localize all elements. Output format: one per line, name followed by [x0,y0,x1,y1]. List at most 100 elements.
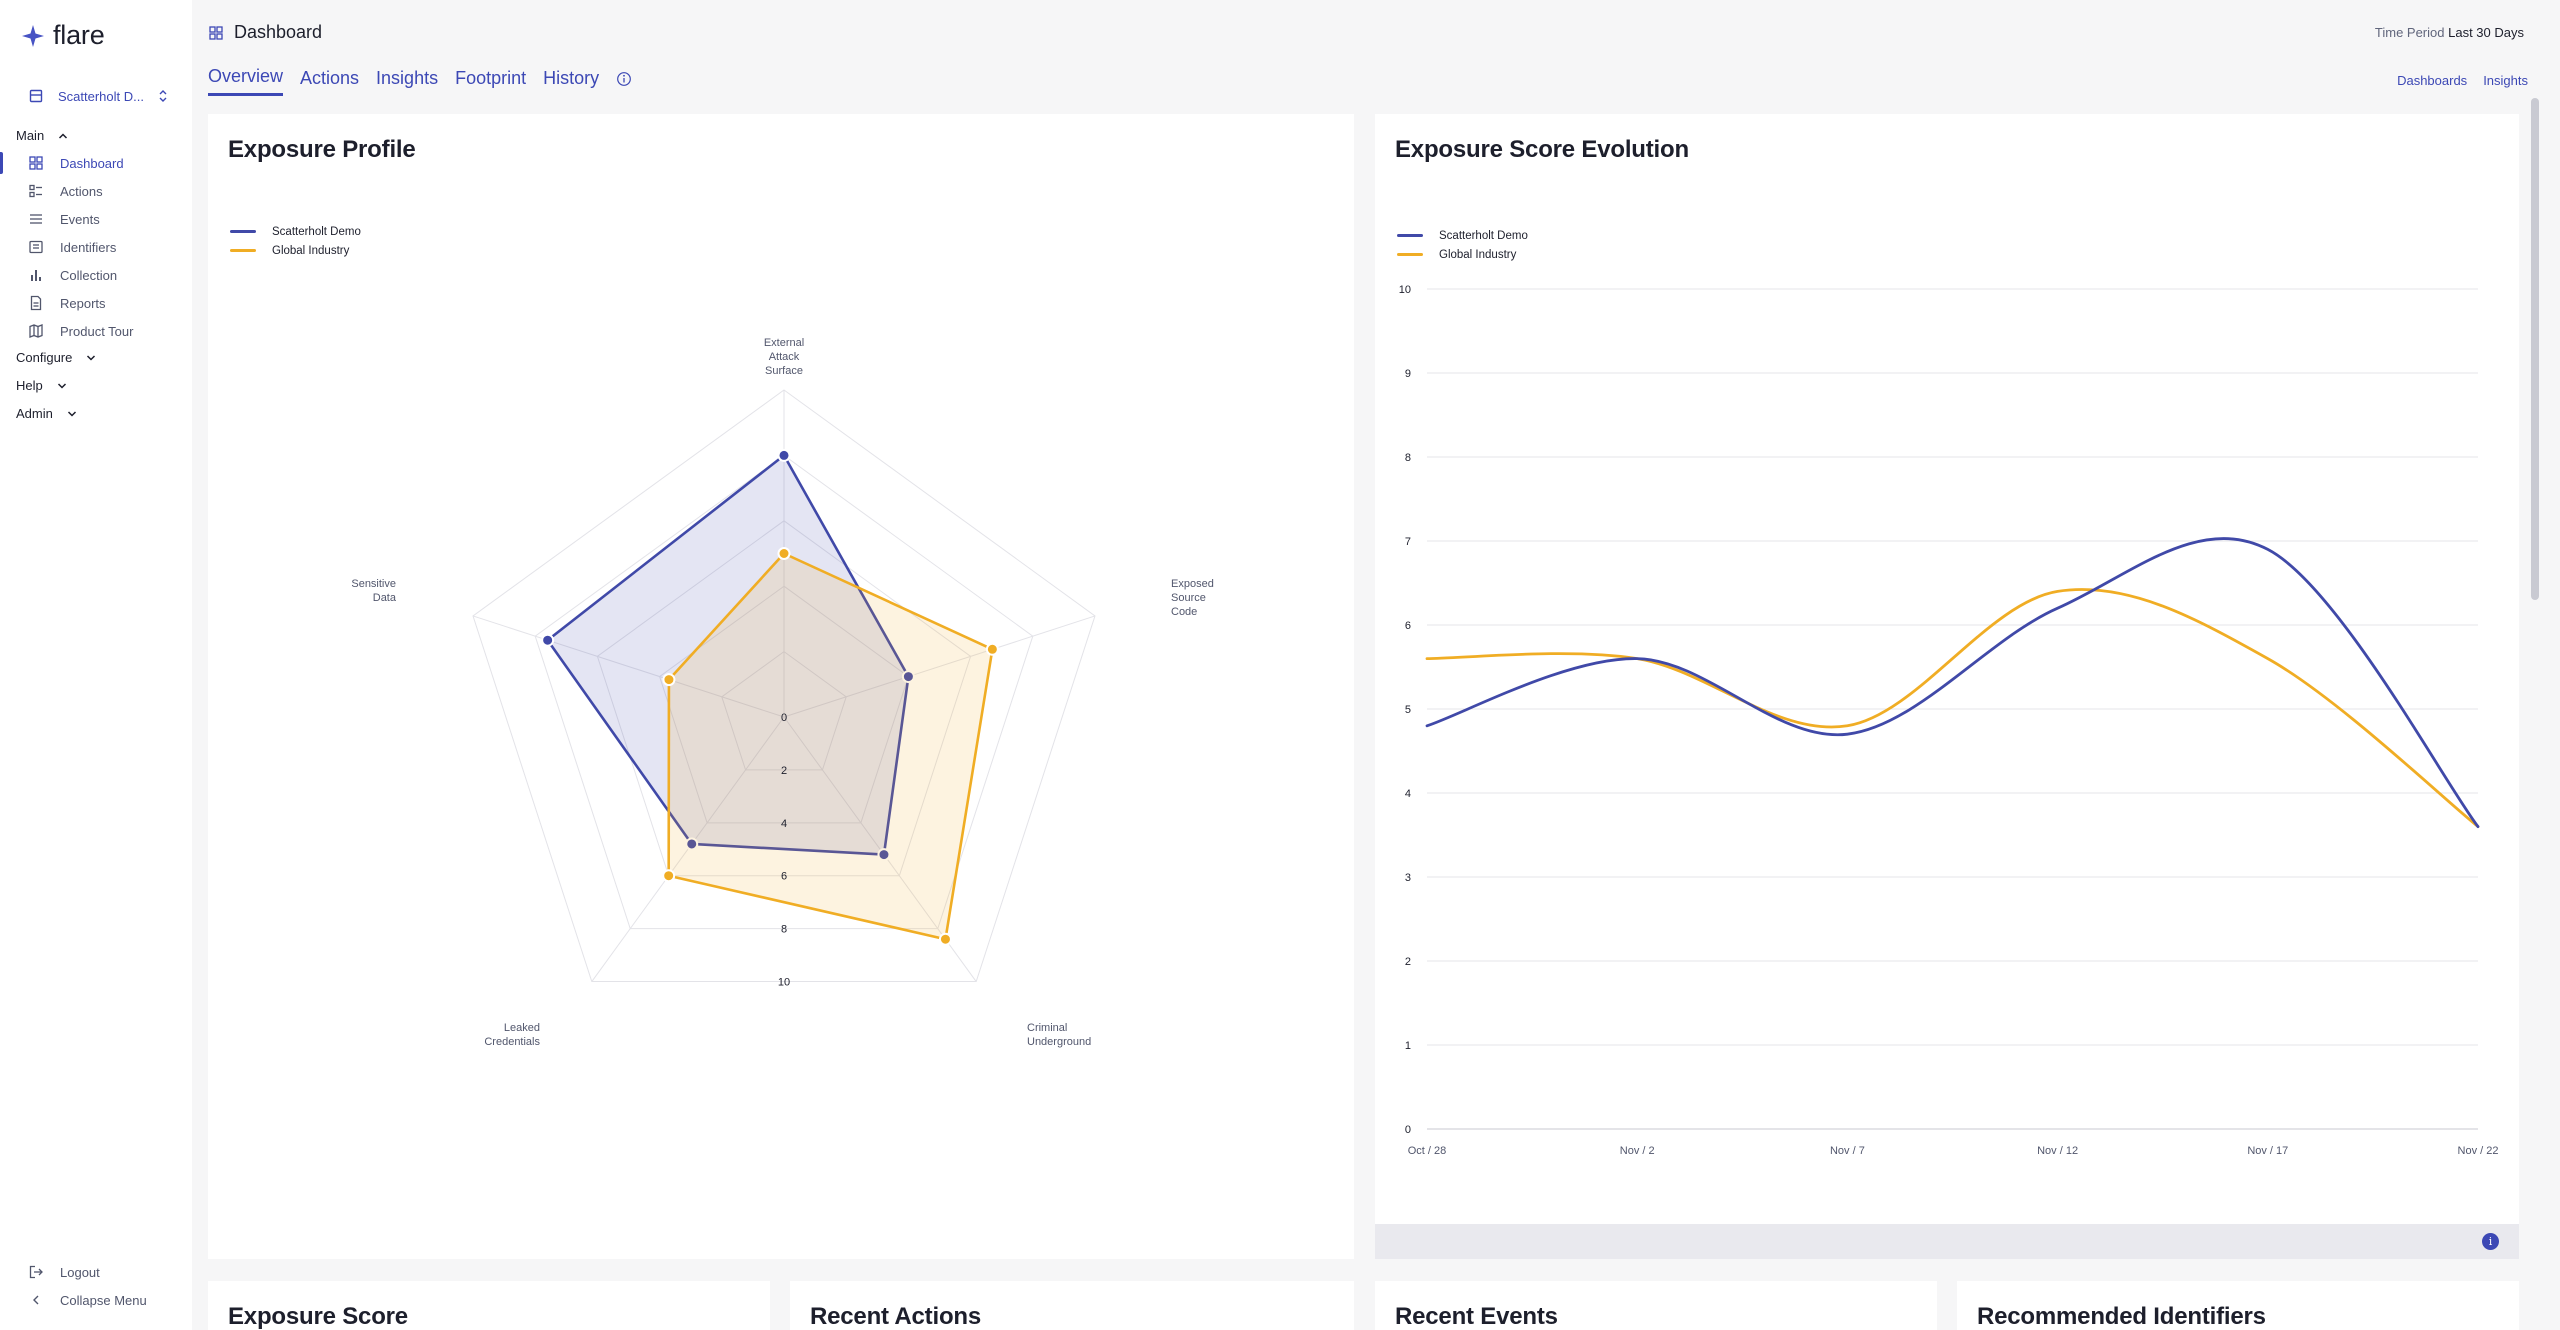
section-configure[interactable]: Configure [16,350,96,365]
sidebar-item-actions[interactable]: Actions [28,181,103,201]
legend-swatch [230,230,256,233]
tab-actions[interactable]: Actions [300,67,360,88]
dashboards-link[interactable]: Dashboards [2397,73,2468,88]
data-point [662,673,676,687]
sidebar-item-events[interactable]: Events [28,209,100,229]
axis-line [472,615,785,718]
chart-legend: Scatterholt Demo Global Industry [1397,226,1528,264]
legend-swatch [230,249,256,252]
sidebar-item-dashboard[interactable]: Dashboard [28,153,124,173]
y-tick-label: 6 [1405,620,1411,632]
grid-ring [472,389,1096,983]
data-point [901,670,915,684]
org-switcher[interactable]: Scatterholt D... [28,88,168,104]
grid-icon [29,156,43,170]
card-title: Exposure Score [228,1303,408,1330]
tab-footprint[interactable]: Footprint [455,67,527,88]
logout-button[interactable]: Logout [28,1262,100,1282]
identifiers-icon [29,240,43,254]
axis-label: Exposed Source Code [1171,578,1214,618]
x-tick-label: Nov / 12 [2037,1145,2078,1157]
card-title: Exposure Profile [228,136,416,163]
axis-line [591,716,785,982]
info-icon[interactable] [616,71,632,87]
y-tick-label: 10 [1399,284,1411,296]
collapse-menu-button[interactable]: Collapse Menu [28,1290,147,1310]
page-header: Dashboard [208,22,322,43]
x-tick-label: Nov / 17 [2247,1145,2288,1157]
section-admin[interactable]: Admin [16,406,77,421]
axis-label: Leaked Credentials [484,1022,540,1048]
app-logo[interactable]: flare [22,20,105,51]
y-tick-label: 5 [1405,704,1411,716]
exposure-score-evolution-card: Exposure Score Evolution Scatterholt Dem… [1375,114,2519,1224]
scrollbar[interactable] [2531,98,2539,600]
series-area [667,552,994,941]
data-point [938,932,952,946]
data-point [662,869,676,883]
tab-overview[interactable]: Overview [208,66,284,96]
series-area [546,454,910,856]
section-help[interactable]: Help [16,378,67,393]
card-title: Exposure Score Evolution [1395,136,1689,163]
tab-insights[interactable]: Insights [376,67,439,88]
axis-label: Criminal Underground [1027,1022,1091,1048]
tick-label: 6 [781,871,787,883]
legend-item[interactable]: Scatterholt Demo [1397,226,1528,245]
data-point [777,448,791,462]
time-period-value: Last 30 Days [2448,25,2524,40]
grid-ring [721,650,847,771]
legend-item[interactable]: Scatterholt Demo [230,222,361,241]
tick-label: 10 [778,977,790,989]
legend-item[interactable]: Global Industry [230,241,361,260]
series-line [1425,537,2480,828]
line-chart: 0 1 2 3 4 5 6 7 8 9 10 Oct / 28 Nov / 2 Nov / 7 Nov / … [1399,284,2499,1157]
app-name: flare [53,20,105,50]
y-tick-label: 8 [1405,452,1411,464]
grid-ring [534,454,1034,930]
data-point [877,848,891,862]
insights-link[interactable]: Insights [2483,73,2528,88]
tick-label: 0 [781,712,787,724]
data-point [541,633,555,647]
sidebar-item-reports[interactable]: Reports [28,293,106,313]
x-tick-label: Nov / 2 [1620,1145,1655,1157]
y-tick-label: 1 [1405,1040,1411,1052]
building-icon [29,89,43,103]
legend-item[interactable]: Global Industry [1397,245,1528,264]
list-icon [30,214,42,224]
chevron-down-icon [67,410,76,417]
sidebar-item-collection[interactable]: Collection [28,265,117,285]
y-tick-label: 0 [1405,1124,1411,1136]
document-icon [30,295,42,311]
logout-icon [29,1265,43,1279]
y-tick-label: 2 [1405,956,1411,968]
recommended-identifiers-card: Recommended Identifiers [1957,1281,2519,1330]
recent-actions-card: Recent Actions [790,1281,1354,1330]
exposure-score-card: Exposure Score [208,1281,770,1330]
sidebar-item-product-tour[interactable]: Product Tour [28,321,133,341]
grid-icon [209,25,223,40]
y-tick-label: 4 [1405,788,1411,800]
data-point [985,642,999,656]
axis-label: Sensitive Data [351,578,397,604]
sidebar-item-identifiers[interactable]: Identifiers [28,237,116,257]
actions-icon [29,184,42,198]
tick-label: 8 [781,924,787,936]
time-period-selector[interactable]: Time Period Last 30 Days [2374,25,2524,40]
grid-ring [596,520,972,877]
sidebar: flare Scatterholt D... Main Dashboard Ac… [0,0,192,1330]
top-links: Dashboards Insights [2397,73,2528,88]
section-main[interactable]: Main [16,128,68,143]
y-tick-label: 9 [1405,368,1411,380]
info-icon[interactable]: i [2482,1233,2499,1250]
data-point [777,547,791,560]
recent-events-card: Recent Events [1375,1281,1937,1330]
series-line [1425,588,2480,828]
radar-chart: 0 2 4 6 8 10 External Attack Surface Exposed Sourc… [351,337,1214,1048]
x-tick-label: Nov / 22 [2458,1145,2499,1157]
org-name: Scatterholt D... [58,88,144,104]
legend-swatch [1397,234,1423,237]
tab-history[interactable]: History [543,67,600,88]
chevron-up-icon [59,132,68,139]
